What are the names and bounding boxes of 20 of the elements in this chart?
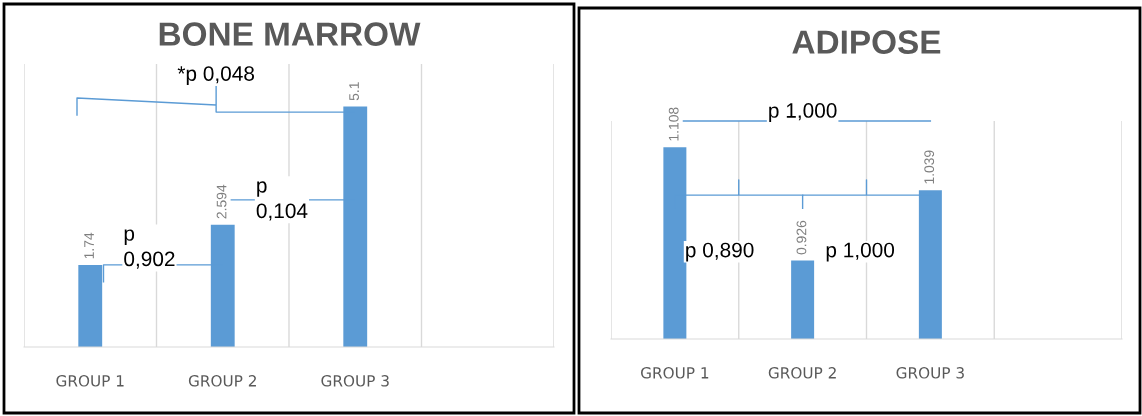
x-tick-label: GROUP 3 — [321, 375, 389, 387]
x-tick-label: GROUP 1 — [641, 367, 709, 379]
chart-title: ADIPOSE — [792, 30, 941, 54]
x-tick-label: GROUP 2 — [188, 375, 256, 387]
data-label: 1.74 — [84, 232, 94, 259]
data-label: 5.1 — [349, 82, 359, 101]
data-label: 0.926 — [796, 220, 807, 255]
x-tick-label: GROUP 1 — [56, 375, 124, 387]
data-label: 1.039 — [924, 150, 935, 184]
annotation: p 1,000 — [826, 242, 895, 262]
annotation: p 0,902 — [124, 229, 175, 269]
x-tick-label: GROUP 3 — [896, 367, 964, 379]
annotation: p 1,000 — [769, 103, 837, 122]
data-label: 1.108 — [668, 107, 679, 141]
chart-title: BONE MARROW — [159, 22, 421, 46]
x-tick-label: GROUP 2 — [768, 367, 836, 379]
annotation: p 0,104 — [256, 181, 308, 221]
annotation: p 0,890 — [686, 242, 754, 262]
data-label: 2.594 — [216, 184, 227, 219]
annotation: *p 0,048 — [177, 66, 255, 86]
